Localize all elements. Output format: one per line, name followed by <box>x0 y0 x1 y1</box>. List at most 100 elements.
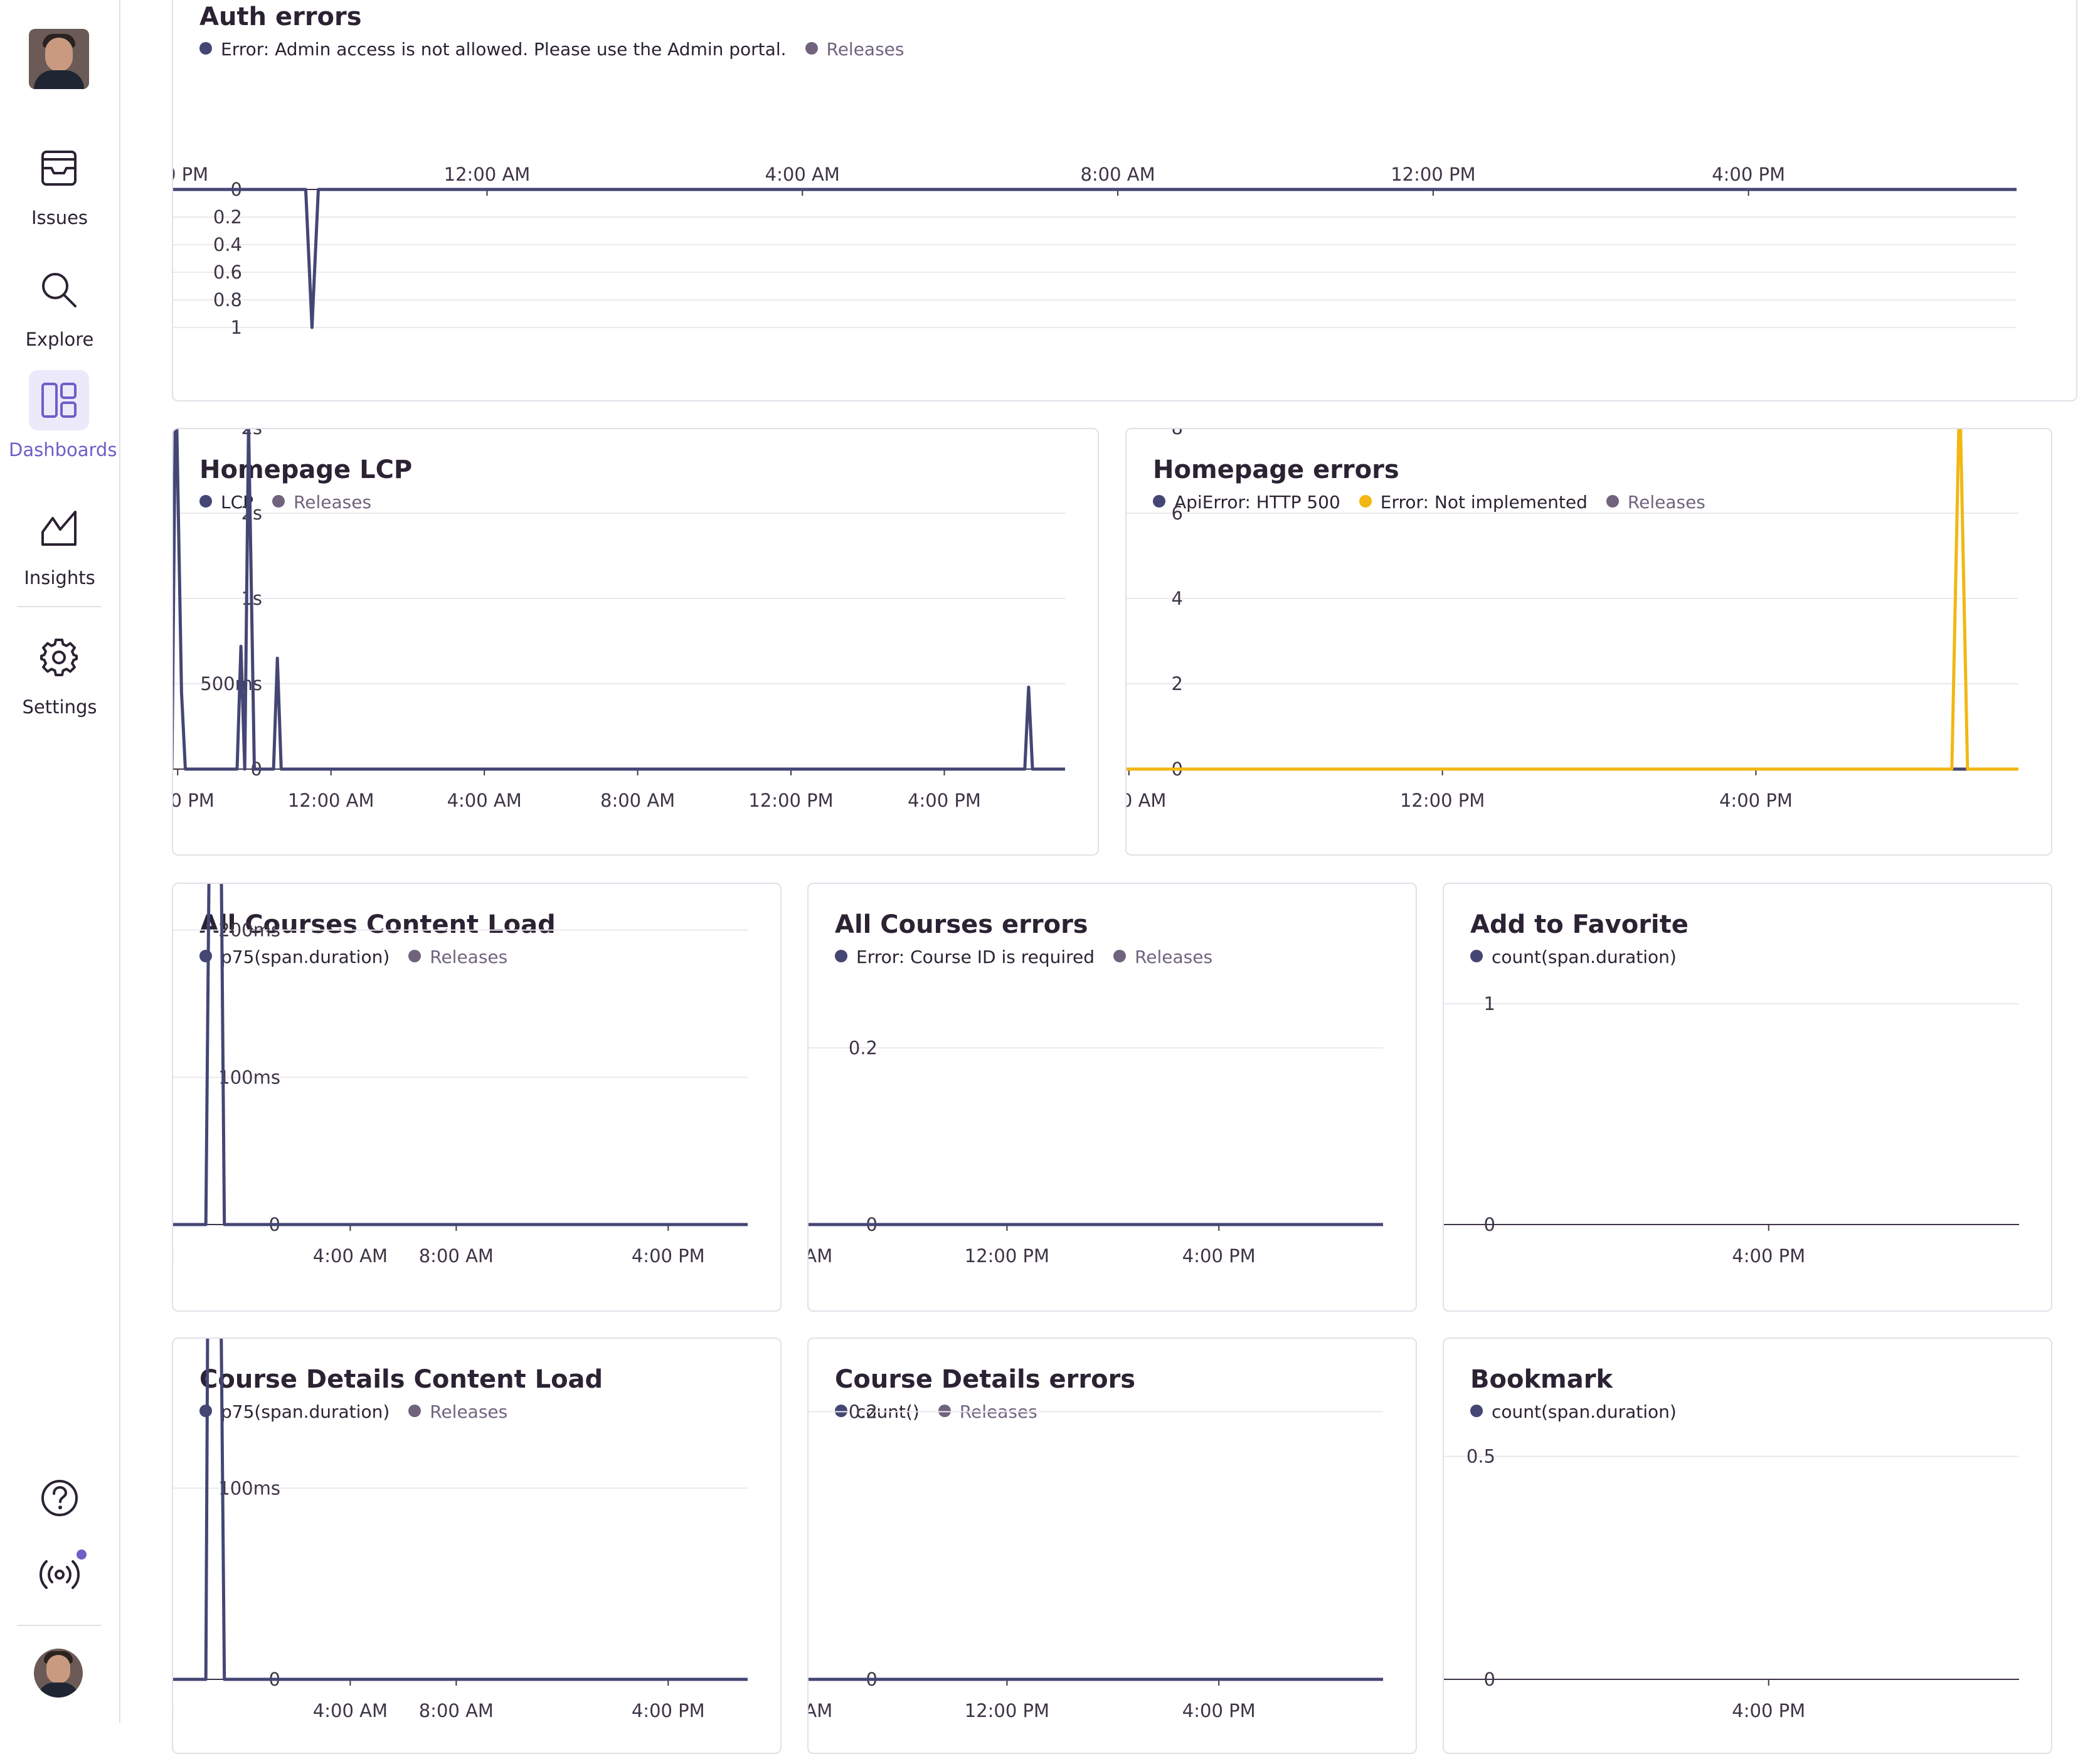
x-tick-label: 4:00 AM <box>765 164 840 185</box>
legend-item[interactable]: Error: Course ID is required <box>835 947 1095 967</box>
avatar-shirt <box>38 1682 79 1698</box>
y-tick-label: 1 <box>1484 993 1495 1014</box>
legend-label: p75(span.duration) <box>221 1401 390 1422</box>
legend-dot <box>1470 950 1483 962</box>
legend-item-releases[interactable]: Releases <box>805 39 904 60</box>
legend-item[interactable]: count(span.duration) <box>1470 947 1677 967</box>
widget-title: Bookmark <box>1470 1365 1613 1394</box>
x-tick-label: 4:00 AM <box>313 1700 388 1721</box>
widget-title: All Courses Content Load <box>199 910 556 939</box>
x-tick-label: 8:00 AM <box>807 1245 832 1267</box>
sidebar-item-label: Settings <box>22 696 97 718</box>
x-tick-label: 12:00 AM <box>288 790 374 811</box>
widget-title: Add to Favorite <box>1470 910 1689 939</box>
widget-add-to-favorite[interactable]: Add to Favorite count(span.duration) 012… <box>1443 883 2052 1312</box>
widget-all-courses-errors[interactable]: All Courses errors Error: Course ID is r… <box>807 883 1417 1312</box>
help-icon[interactable] <box>38 1476 82 1520</box>
legend-label: Error: Not implemented <box>1380 492 1588 513</box>
sidebar-item-explore[interactable]: Explore <box>9 260 110 358</box>
sidebar-divider <box>18 606 102 607</box>
x-tick-label: 8:00 AM <box>419 1700 494 1721</box>
sidebar-item-label: Dashboards <box>9 439 117 460</box>
legend-dot <box>199 495 212 508</box>
legend-item[interactable]: Error: Not implemented <box>1359 492 1588 513</box>
x-tick-label: 12:00 PM <box>1391 164 1475 185</box>
insights-chart-icon <box>29 498 89 558</box>
widget-legend: p75(span.duration) Releases <box>199 1401 526 1422</box>
legend-dot <box>1113 950 1127 962</box>
notification-dot <box>77 1549 87 1560</box>
user-avatar[interactable] <box>34 1649 83 1698</box>
y-tick-label: 200ms <box>218 920 280 941</box>
x-tick-label: 8:00 AM <box>807 1700 832 1721</box>
legend-item-releases[interactable]: Releases <box>408 947 507 967</box>
legend-item-releases[interactable]: Releases <box>272 492 371 513</box>
legend-item-releases[interactable]: Releases <box>408 1401 507 1422</box>
sidebar-item-settings[interactable]: Settings <box>9 627 110 725</box>
y-tick-label: 0.4 <box>213 234 242 255</box>
legend-label: count(span.duration) <box>1492 1401 1677 1422</box>
legend-item[interactable]: ApiError: HTTP 500 <box>1153 492 1340 513</box>
series-line <box>173 884 748 1226</box>
x-tick-label: 4:00 AM <box>447 790 522 811</box>
chart-course-details-content-load: 0100ms200ms300ms400ms500ms600ms700ms8:00… <box>173 1339 748 1721</box>
inbox-icon <box>29 138 89 198</box>
legend-item[interactable]: count(span.duration) <box>1470 1401 1677 1422</box>
widget-all-courses-content-load[interactable]: All Courses Content Load p75(span.durati… <box>172 883 782 1312</box>
widget-legend: p75(span.duration) Releases <box>199 947 526 967</box>
legend-item[interactable]: p75(span.duration) <box>199 947 390 967</box>
legend-item[interactable]: p75(span.duration) <box>199 1401 390 1422</box>
legend-label: Releases <box>1627 492 1705 513</box>
widget-title: Homepage errors <box>1153 455 1399 484</box>
legend-item-releases[interactable]: Releases <box>1606 492 1705 513</box>
widget-homepage-errors[interactable]: Homepage errors ApiError: HTTP 500 Error:… <box>1125 428 2052 856</box>
legend-label: Releases <box>294 492 372 513</box>
broadcast-icon[interactable] <box>38 1553 82 1597</box>
widget-bookmark[interactable]: Bookmark count(span.duration) 00.511.522… <box>1443 1337 2052 1754</box>
y-tick-label: 4 <box>1172 588 1183 609</box>
series-line <box>1127 429 2018 771</box>
legend-label: Releases <box>430 1401 508 1422</box>
sidebar-item-label: Issues <box>31 207 88 228</box>
dashboard-icon <box>29 370 89 430</box>
x-tick-label: 12:00 AM <box>444 164 531 185</box>
x-tick-label: 4:00 PM <box>632 1245 705 1267</box>
widget-legend: count(span.duration) <box>1470 947 1695 967</box>
legend-dot <box>1470 1405 1483 1417</box>
series-line <box>173 1339 748 1681</box>
x-tick-label: 8:00 AM <box>1125 790 1166 811</box>
legend-item[interactable]: Error: Admin access is not allowed. Plea… <box>199 39 787 60</box>
y-tick-label: 100ms <box>218 1477 280 1499</box>
x-tick-label: 8:00 PM <box>172 1245 175 1267</box>
legend-label: Releases <box>430 947 508 967</box>
x-tick-label: 4:00 PM <box>632 1700 705 1721</box>
sidebar-item-issues[interactable]: Issues <box>9 138 110 236</box>
y-tick-label: 0.2 <box>849 1401 878 1422</box>
widget-legend: Error: Course ID is required Releases <box>835 947 1231 967</box>
series-line <box>173 429 1065 771</box>
x-tick-label: 12:00 PM <box>1400 790 1485 811</box>
sidebar-item-insights[interactable]: Insights <box>9 498 110 596</box>
legend-item-releases[interactable]: Releases <box>1113 947 1212 967</box>
avatar-face <box>46 1655 70 1684</box>
widget-course-details-content-load[interactable]: Course Details Content Load p75(span.dur… <box>172 1337 782 1754</box>
chart-all-courses-content-load: 0100ms200ms300ms400ms500ms600ms8:00 PM4:… <box>172 884 748 1267</box>
legend-label: Error: Admin access is not allowed. Plea… <box>221 39 787 60</box>
legend-dot <box>1153 495 1165 508</box>
legend-dot <box>199 42 212 55</box>
sidebar-item-label: Explore <box>25 329 94 350</box>
sidebar-item-dashboards[interactable]: Dashboards <box>9 370 117 468</box>
widget-auth-errors[interactable]: Auth errors Error: Admin access is not a… <box>172 0 2077 401</box>
legend-dot <box>805 42 818 55</box>
x-tick-label: 4:00 PM <box>1719 790 1793 811</box>
org-avatar[interactable] <box>29 29 89 89</box>
chart-bookmark: 00.511.522.5310:00 PM4:00 AM10:00 AM4:00… <box>1444 1446 2019 1721</box>
legend-dot <box>408 950 422 962</box>
chart-add-to-favorite: 0123410:00 PM4:00 AM10:00 AM4:00 PM <box>1444 993 2019 1267</box>
x-tick-label: 4:00 PM <box>1732 1245 1805 1267</box>
legend-label: count(span.duration) <box>1492 947 1677 967</box>
